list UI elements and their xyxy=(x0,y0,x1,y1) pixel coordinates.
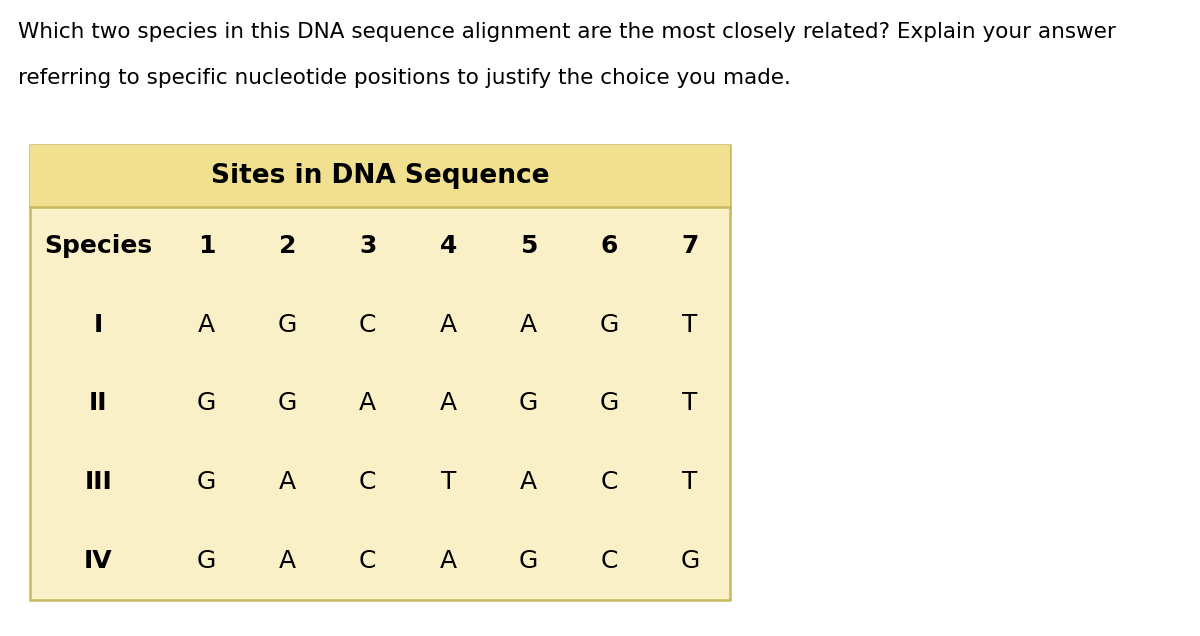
Bar xyxy=(30,145,730,207)
Text: C: C xyxy=(600,549,618,572)
Text: G: G xyxy=(277,313,296,337)
Text: A: A xyxy=(278,470,296,494)
Text: III: III xyxy=(84,470,112,494)
Bar xyxy=(30,145,730,600)
Text: A: A xyxy=(439,313,457,337)
Text: 1: 1 xyxy=(198,234,216,258)
Text: C: C xyxy=(359,313,377,337)
Text: 7: 7 xyxy=(682,234,698,258)
Text: A: A xyxy=(520,313,538,337)
Text: G: G xyxy=(600,392,619,415)
Text: T: T xyxy=(682,313,697,337)
Text: T: T xyxy=(682,470,697,494)
Text: II: II xyxy=(89,392,108,415)
Text: Which two species in this DNA sequence alignment are the most closely related? E: Which two species in this DNA sequence a… xyxy=(18,22,1116,42)
Text: Sites in DNA Sequence: Sites in DNA Sequence xyxy=(211,163,550,189)
Text: 3: 3 xyxy=(359,234,377,258)
Text: G: G xyxy=(197,549,216,572)
Text: 4: 4 xyxy=(439,234,457,258)
Text: G: G xyxy=(277,392,296,415)
Text: 2: 2 xyxy=(278,234,296,258)
Text: 5: 5 xyxy=(520,234,538,258)
Text: A: A xyxy=(439,549,457,572)
Text: referring to specific nucleotide positions to justify the choice you made.: referring to specific nucleotide positio… xyxy=(18,68,791,88)
Text: 6: 6 xyxy=(600,234,618,258)
Text: G: G xyxy=(197,470,216,494)
Text: I: I xyxy=(94,313,103,337)
Text: C: C xyxy=(359,549,377,572)
Text: T: T xyxy=(682,392,697,415)
Text: G: G xyxy=(520,392,539,415)
Text: A: A xyxy=(359,392,377,415)
Text: A: A xyxy=(520,470,538,494)
Text: G: G xyxy=(197,392,216,415)
Text: G: G xyxy=(520,549,539,572)
Text: T: T xyxy=(440,470,456,494)
Text: Species: Species xyxy=(44,234,152,258)
Text: G: G xyxy=(680,549,700,572)
Text: A: A xyxy=(198,313,215,337)
Text: A: A xyxy=(278,549,296,572)
Text: IV: IV xyxy=(84,549,113,572)
Text: C: C xyxy=(359,470,377,494)
Text: G: G xyxy=(600,313,619,337)
Text: C: C xyxy=(600,470,618,494)
Text: A: A xyxy=(439,392,457,415)
